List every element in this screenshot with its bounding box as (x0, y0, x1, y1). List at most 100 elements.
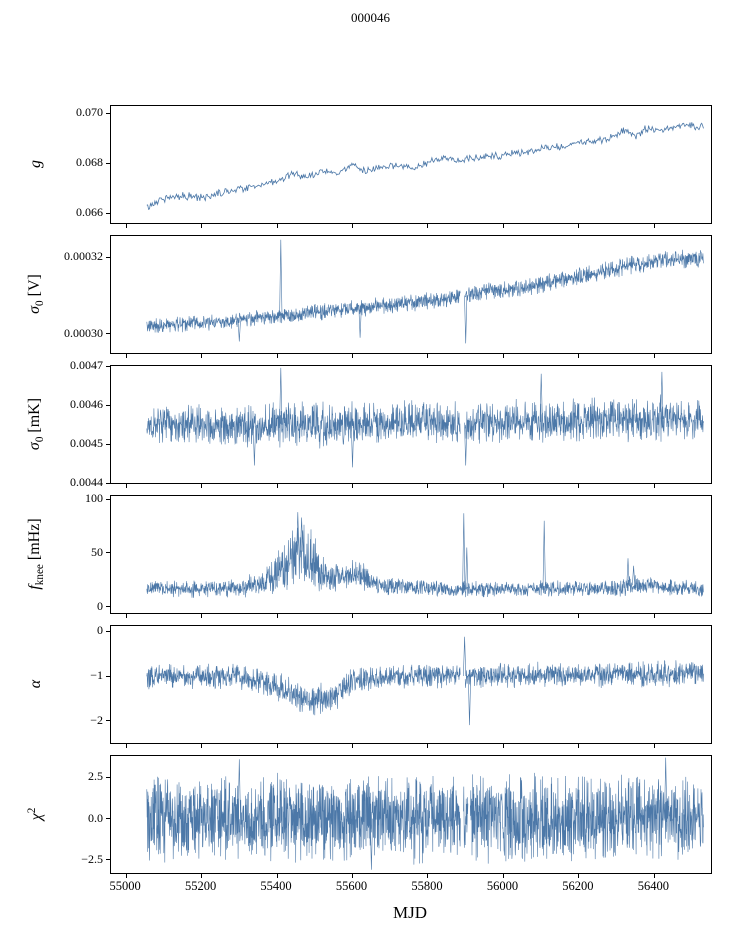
x-tick-mark (502, 874, 504, 878)
y-tick-mark (106, 112, 110, 114)
y-axis-label-sigma0-v: σ0 [V] (26, 274, 46, 314)
y-axis-label-part: α (27, 679, 44, 688)
panel-g (106, 105, 712, 228)
x-tick-mark (201, 354, 203, 358)
y-tick-label: −2.5 (81, 851, 103, 866)
y-tick-label: 0.070 (76, 105, 103, 120)
x-tick-mark (653, 354, 655, 358)
x-tick-mark (125, 224, 127, 228)
y-tick-mark (106, 256, 110, 258)
y-tick-mark (106, 776, 110, 778)
y-axis-label-sigma0-mk: σ0 [mK] (26, 397, 46, 449)
x-tick-mark (653, 614, 655, 618)
x-tick-mark (352, 874, 353, 878)
y-axis-label-part: [mHz] (25, 517, 43, 564)
y-axis-label-g: g (27, 160, 45, 168)
y-tick-label: 0.0044 (70, 475, 103, 489)
y-tick-label: −2 (90, 712, 103, 727)
x-tick-mark (125, 874, 127, 878)
y-tick-mark (106, 404, 110, 406)
x-tick-mark (427, 744, 429, 748)
panel-sigma0-mk (106, 365, 712, 488)
y-axis-label-chi2: χ2 (26, 807, 46, 820)
x-tick-mark (276, 744, 278, 748)
x-tick-mark (276, 354, 278, 358)
y-tick-label: 0 (97, 623, 103, 638)
x-tick-mark (427, 224, 429, 228)
x-tick-label: 55800 (411, 879, 443, 893)
x-tick-mark (578, 484, 580, 488)
x-tick-mark (352, 744, 353, 748)
x-tick-label: 56200 (562, 879, 594, 893)
x-tick-label: 56000 (486, 879, 519, 893)
panel-fknee (106, 495, 712, 618)
x-tick-label: 55400 (260, 879, 292, 893)
y-tick-label: 0.00032 (64, 249, 103, 264)
panel-sigma0-v (106, 235, 712, 358)
x-tick-mark (125, 744, 127, 748)
y-tick-label: 0.00030 (64, 325, 103, 340)
y-tick-mark (106, 720, 110, 722)
x-tick-label: 56400 (637, 879, 670, 893)
y-tick-mark (106, 482, 110, 484)
y-axis-label-part: σ (25, 305, 43, 314)
y-axis-label-fknee: fknee [mHz] (26, 518, 46, 589)
x-tick-mark (201, 484, 203, 488)
y-tick-mark (106, 212, 110, 214)
y-tick-mark (106, 365, 110, 367)
y-tick-label: 0.0045 (70, 436, 103, 450)
y-tick-mark (106, 498, 110, 500)
y-tick-mark (106, 859, 110, 861)
y-axis-label-part: [mK] (25, 397, 43, 437)
x-tick-mark (578, 614, 580, 618)
y-axis-label-part: σ (25, 441, 43, 450)
x-tick-mark (578, 744, 580, 748)
x-tick-mark (276, 874, 278, 878)
y-tick-mark (106, 630, 110, 632)
panel-alpha (106, 625, 712, 748)
plot-area-g (146, 122, 704, 211)
y-tick-mark (106, 818, 110, 820)
x-tick-mark (352, 614, 353, 618)
y-tick-mark (106, 333, 110, 335)
x-tick-mark (502, 484, 504, 488)
x-tick-mark (276, 614, 278, 618)
y-axis-label-part: [V] (25, 273, 43, 300)
x-tick-mark (125, 614, 127, 618)
panel-chi2 (106, 755, 712, 878)
y-tick-label: −1 (90, 668, 103, 682)
x-tick-mark (427, 614, 429, 618)
x-tick-mark (125, 354, 127, 358)
figure-title: 000046 (351, 10, 390, 25)
x-tick-mark (502, 614, 504, 618)
x-tick-label: 55000 (109, 879, 141, 893)
series-line (146, 636, 704, 726)
y-tick-mark (106, 552, 110, 554)
y-axis-label-part: 2 (25, 807, 38, 813)
x-tick-mark (502, 354, 504, 358)
plot-area-sigma0-mk (146, 367, 704, 468)
y-tick-mark (106, 443, 110, 445)
y-tick-label: 0 (97, 598, 103, 613)
y-axis-label-part: χ (28, 812, 46, 820)
y-tick-label: 0.0 (88, 810, 103, 825)
y-tick-mark (106, 162, 110, 164)
x-tick-mark (427, 354, 429, 358)
x-tick-mark (502, 224, 504, 228)
y-axis-label-part: knee (34, 563, 47, 585)
x-tick-mark (201, 614, 203, 618)
x-tick-label: 55600 (335, 879, 368, 893)
x-tick-mark (201, 744, 203, 748)
y-tick-mark (106, 606, 110, 608)
x-tick-mark (578, 224, 580, 228)
x-tick-mark (578, 874, 580, 878)
plot-area-alpha (146, 636, 704, 726)
y-tick-mark (106, 675, 110, 677)
y-tick-label: 100 (85, 491, 103, 506)
y-tick-label: 0.066 (76, 205, 103, 220)
x-tick-mark (502, 744, 504, 748)
plot-area-chi2 (146, 757, 704, 870)
y-tick-label: 0.0047 (70, 358, 103, 372)
x-tick-mark (653, 224, 655, 228)
y-axis-label-alpha: α (27, 679, 45, 687)
